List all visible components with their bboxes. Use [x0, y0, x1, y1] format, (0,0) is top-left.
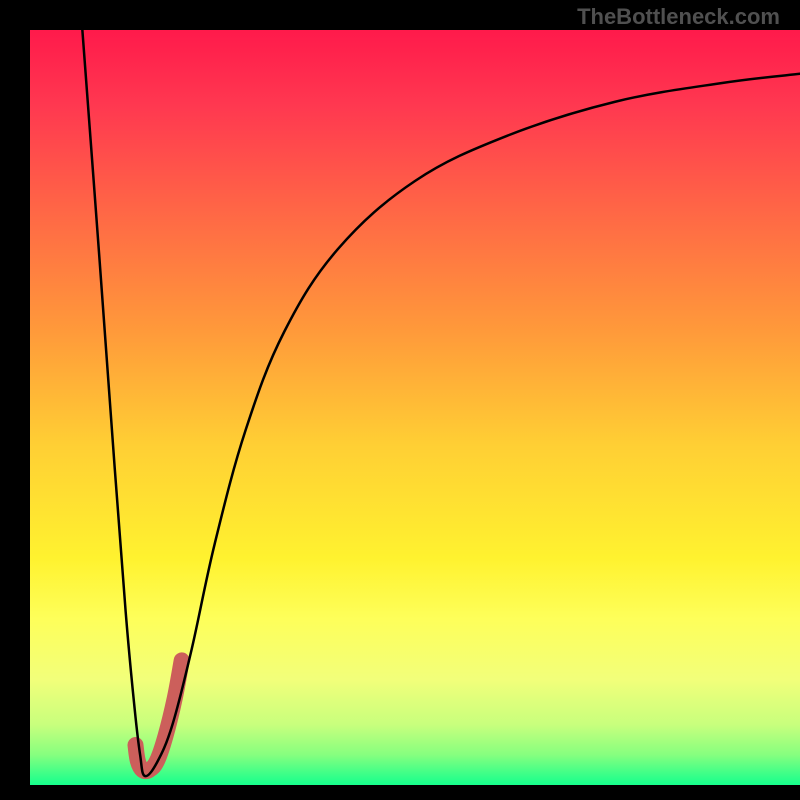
plot-area [30, 30, 800, 785]
main-curve [82, 30, 800, 776]
watermark-text: TheBottleneck.com [577, 4, 780, 30]
chart-frame: TheBottleneck.com [0, 0, 800, 800]
curve-layer [30, 30, 800, 785]
